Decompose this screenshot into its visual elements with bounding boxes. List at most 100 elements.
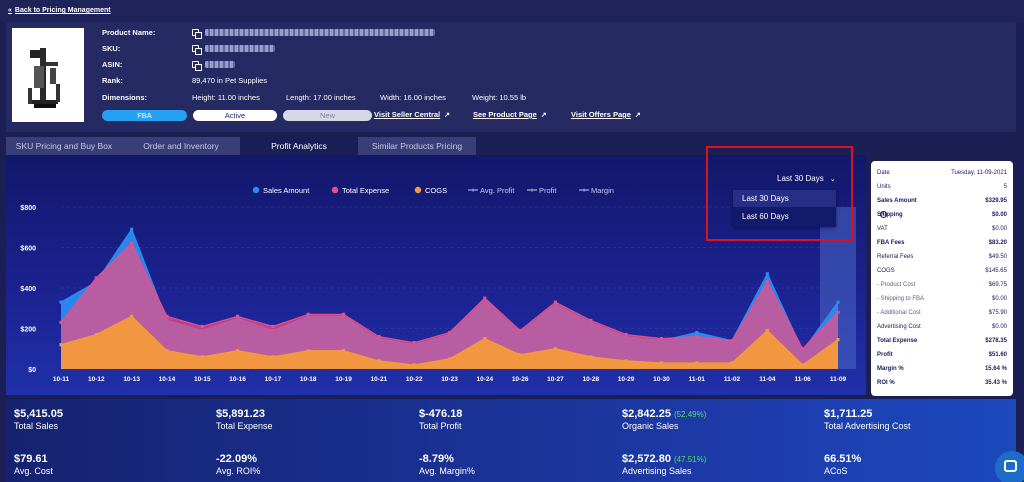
detail-row: Date Tuesday, 11-09-2021	[877, 167, 1007, 179]
fba-badge: FBA	[102, 110, 187, 121]
detail-label: COGS	[877, 268, 895, 274]
x-tick-label: 10-12	[88, 376, 105, 383]
sales-amount-point	[695, 330, 699, 335]
x-tick-label: 11-06	[795, 376, 812, 383]
rank-label: Rank:	[102, 76, 123, 85]
detail-row: - Shipping to FBA $0.00	[877, 293, 1007, 305]
detail-row: ROI % 35.43 %	[877, 377, 1007, 389]
total-expense-point	[94, 276, 98, 280]
detail-label: Total Expense	[877, 338, 918, 344]
total-expense-point	[801, 347, 805, 351]
legend-label: COGS	[425, 186, 447, 195]
x-tick-label: 11-02	[724, 376, 741, 383]
sku-row: SKU:	[102, 44, 275, 58]
detail-row: - Additional Cost $75.90	[877, 307, 1007, 319]
back-link-label: Back to Pricing Management	[14, 7, 111, 14]
info-icon[interactable]: i	[880, 210, 887, 218]
copy-icon[interactable]	[192, 29, 202, 39]
x-tick-label: 10-15	[194, 376, 211, 383]
avg-roi-value: -22.09%	[216, 453, 257, 465]
organic-sales-pct: (52.49%)	[673, 410, 707, 419]
detail-value: $329.95	[985, 198, 1007, 204]
sku-label: SKU:	[102, 44, 121, 53]
total-sales-value: $5,415.05	[14, 408, 63, 420]
legend-marker-glyph: +	[471, 188, 475, 195]
y-tick-label: $400	[20, 286, 36, 293]
stat-organic-sales: $2,842.25 (52.49%) Organic Sales	[622, 408, 706, 431]
y-tick-label: $0	[28, 367, 36, 374]
detail-value: $0.00	[991, 226, 1007, 232]
back-to-pricing-link[interactable]: «Back to Pricing Management	[8, 7, 111, 14]
sku-redacted	[205, 45, 275, 52]
avg-margin-value: -8.79%	[419, 453, 454, 465]
total-expense-point	[165, 314, 169, 318]
option-last-30-days[interactable]: Last 30 Days	[733, 190, 836, 207]
y-tick-label: $800	[20, 205, 36, 212]
tab-order-inventory[interactable]: Order and Inventory	[122, 137, 240, 155]
rank-value: 89,470 in Pet Supplies	[192, 76, 268, 85]
product-name-row: Product Name:	[102, 28, 435, 42]
chat-icon	[1004, 460, 1017, 472]
date-range-select[interactable]: Last 30 Days ⌄	[777, 174, 836, 183]
copy-icon[interactable]	[192, 45, 202, 55]
legend-label: Margin	[591, 186, 614, 195]
x-tick-label: 10-28	[582, 376, 599, 383]
asin-redacted	[205, 61, 235, 68]
external-link-icon: ↗	[540, 112, 547, 119]
option-last-60-days[interactable]: Last 60 Days	[742, 212, 789, 221]
detail-value: $49.50	[988, 254, 1007, 260]
x-tick-label: 10-26	[512, 376, 529, 383]
detail-value: $83.20	[988, 240, 1007, 246]
cogs-point	[200, 355, 204, 359]
highlight-annotation	[706, 146, 853, 241]
visit-seller-central-link[interactable]: Visit Seller Central ↗	[374, 110, 450, 119]
dimensions-row: Dimensions: Height: 11.00 inches Length:…	[102, 93, 526, 107]
cogs-point	[412, 363, 416, 367]
cogs-point	[589, 355, 593, 359]
copy-icon[interactable]	[192, 61, 202, 71]
x-tick-label: 10-19	[335, 376, 352, 383]
cogs-point	[235, 349, 240, 353]
detail-label: Date	[877, 170, 890, 176]
avg-roi-label: Avg. ROI%	[216, 466, 261, 476]
sales-amount-point	[130, 227, 134, 231]
see-product-page-link[interactable]: See Product Page ↗	[473, 110, 547, 119]
x-tick-label: 10-23	[441, 376, 458, 383]
tab-similar-products[interactable]: Similar Products Pricing	[358, 137, 476, 155]
detail-value: $69.75	[988, 282, 1007, 288]
cogs-point	[165, 349, 169, 353]
asin-row: ASIN:	[102, 60, 235, 74]
chat-support-button[interactable]	[995, 451, 1024, 482]
avg-margin-label: Avg. Margin%	[419, 466, 475, 476]
cogs-point	[801, 363, 805, 367]
detail-row: Shipping i $0.00	[877, 209, 1007, 221]
visit-offers-page-link[interactable]: Visit Offers Page ↗	[571, 110, 641, 119]
weight-value: Weight: 10.55 lb	[472, 93, 527, 102]
date-range-dropdown: Last 30 Days Last 60 Days	[733, 189, 836, 227]
tab-profit-analytics[interactable]: Profit Analytics	[240, 137, 358, 155]
total-expense-point	[483, 296, 487, 300]
product-name-redacted	[205, 29, 435, 36]
date-range-value: Last 30 Days	[777, 174, 824, 183]
detail-row: Sales Amount $329.95	[877, 195, 1007, 207]
stat-advertising-sales: $2,572.80 (47.51%) Advertising Sales	[622, 453, 706, 476]
profit-chart-panel: $0 $200 $400 $600 $800 10-11 10-12 10-13 10-14 10…	[6, 155, 866, 395]
cogs-point	[624, 359, 628, 363]
seller-central-label: Visit Seller Central	[374, 110, 441, 119]
tab-sku-pricing[interactable]: SKU Pricing and Buy Box	[6, 137, 122, 155]
x-tick-label: 10-13	[123, 376, 140, 383]
detail-label: Sales Amount	[877, 198, 917, 204]
total-expense-point	[412, 341, 416, 345]
detail-row: Total Expense $278.35	[877, 335, 1007, 347]
legend-marker	[414, 186, 422, 194]
cogs-point	[553, 347, 558, 351]
detail-row: Referral Fees $49.50	[877, 251, 1007, 263]
sales-amount-point	[765, 272, 769, 276]
detail-row: Margin % 15.64 %	[877, 363, 1007, 375]
detail-label: VAT	[877, 226, 888, 232]
advertising-sales-value: $2,572.80 (47.51%)	[622, 453, 706, 465]
x-tick-label: 10-16	[229, 376, 246, 383]
avg-cost-value: $79.61	[14, 453, 48, 465]
detail-row: FBA Fees $83.20	[877, 237, 1007, 249]
advertising-sales-label: Advertising Sales	[622, 466, 692, 476]
